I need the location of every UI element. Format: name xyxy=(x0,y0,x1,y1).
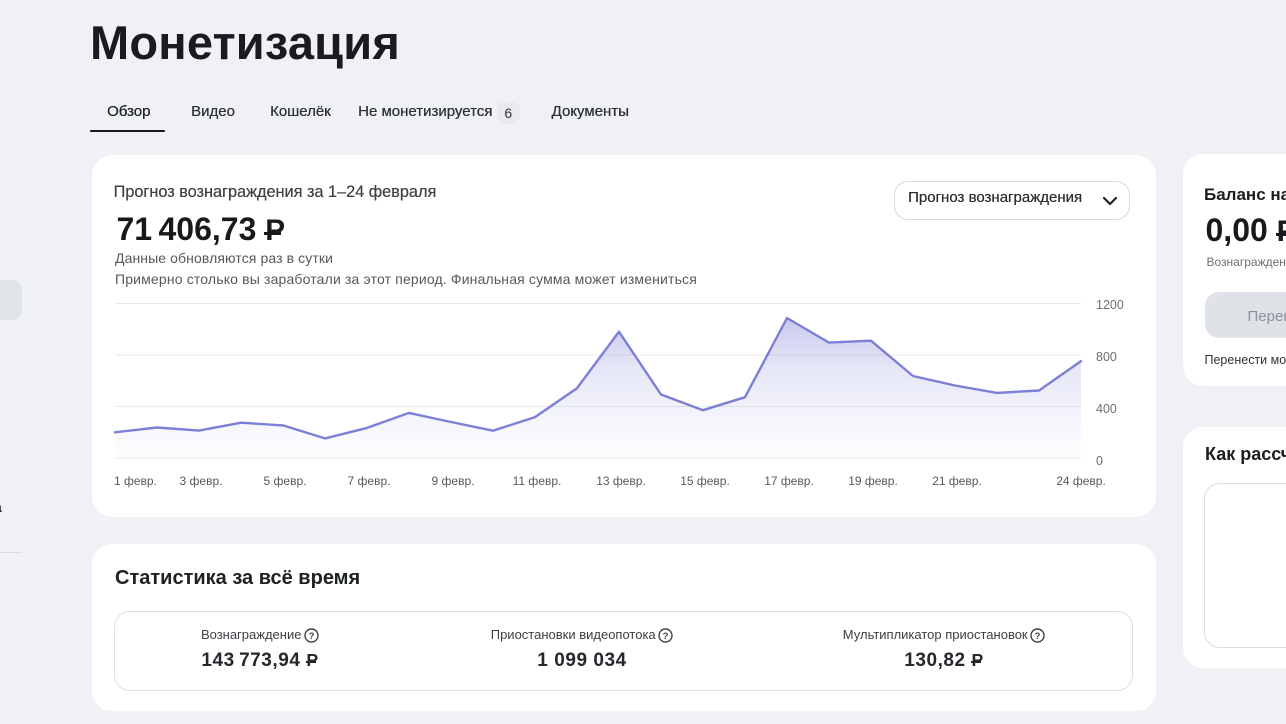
svg-text:?: ? xyxy=(309,631,315,642)
svg-text:?: ? xyxy=(663,631,669,642)
svg-text:?: ? xyxy=(1035,631,1041,642)
